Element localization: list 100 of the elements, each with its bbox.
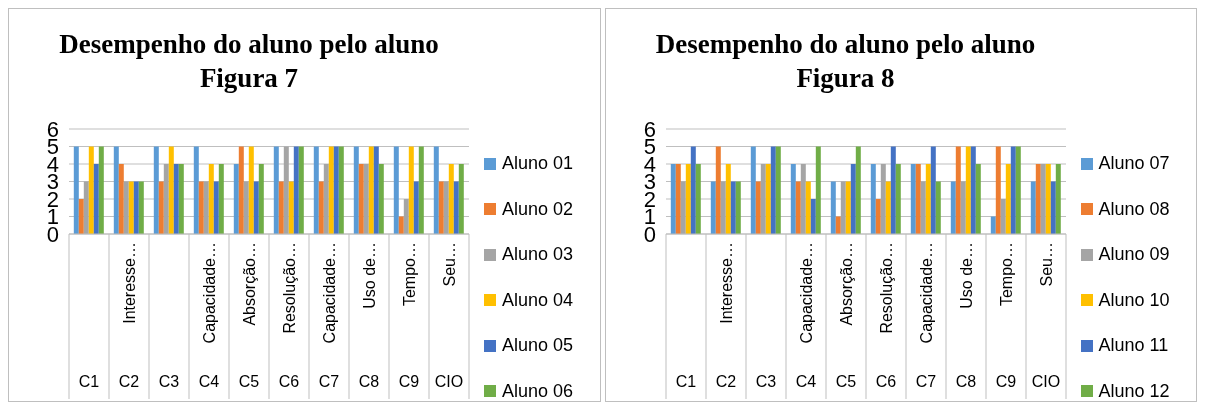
bar xyxy=(358,164,364,234)
legend-label: Aluno 04 xyxy=(501,288,574,312)
text: C4 xyxy=(795,373,816,391)
bar xyxy=(915,164,921,234)
bar xyxy=(173,164,179,234)
bar xyxy=(925,164,931,234)
bar xyxy=(288,181,294,234)
bar xyxy=(138,181,144,234)
bar xyxy=(83,181,89,234)
x-tick-label: Uso de… xyxy=(360,242,378,309)
bar xyxy=(1055,164,1061,234)
text: C1 xyxy=(78,373,100,391)
bar xyxy=(333,146,339,234)
bar xyxy=(725,164,731,234)
x-tick-label: Tempo… xyxy=(400,242,418,307)
bar xyxy=(920,181,926,234)
bar xyxy=(880,164,886,234)
bar xyxy=(870,164,876,234)
bar xyxy=(1015,146,1021,234)
x-tick-label: Interesse… xyxy=(120,242,138,324)
bar xyxy=(453,181,459,234)
bar xyxy=(73,146,79,234)
bar xyxy=(720,181,726,234)
text: C3 xyxy=(158,373,180,391)
text: C8 xyxy=(358,373,380,391)
bar xyxy=(328,146,334,234)
text: C3 xyxy=(755,373,776,391)
bar xyxy=(1035,164,1041,234)
bar xyxy=(1000,199,1006,234)
bar xyxy=(995,146,1001,234)
x-tick-label: Absorção… xyxy=(240,242,258,326)
bar xyxy=(448,164,454,234)
bar xyxy=(158,181,164,234)
x-tick-label: Interesse… xyxy=(717,242,734,324)
bar xyxy=(750,146,756,234)
bar xyxy=(168,146,174,234)
bar xyxy=(393,146,399,234)
bar xyxy=(715,146,721,234)
bar xyxy=(960,181,966,234)
bar xyxy=(363,164,369,234)
bar xyxy=(443,181,449,234)
bar xyxy=(680,181,686,234)
bar xyxy=(278,181,284,234)
bar xyxy=(213,181,219,234)
bar xyxy=(218,164,224,234)
bar xyxy=(675,164,681,234)
text: C1 xyxy=(675,373,696,391)
bar xyxy=(403,199,409,234)
legend-label: Aluno 10 xyxy=(1097,288,1170,312)
bar xyxy=(790,164,796,234)
bar xyxy=(765,164,771,234)
bar xyxy=(810,199,816,234)
chart-title: Desempenho do aluno pelo aluno Figura 8 xyxy=(654,28,1037,95)
text: C6 xyxy=(875,373,896,391)
bar xyxy=(78,199,84,234)
bar xyxy=(373,146,379,234)
bar xyxy=(458,164,464,234)
x-tick-label: Resolução… xyxy=(280,242,298,334)
bar xyxy=(885,181,891,234)
bar xyxy=(950,181,956,234)
bar xyxy=(830,181,836,234)
legend-label: Aluno 06 xyxy=(501,379,574,403)
bar xyxy=(313,146,319,234)
bar xyxy=(243,181,249,234)
bar xyxy=(755,181,761,234)
bar xyxy=(685,164,691,234)
bar xyxy=(805,181,811,234)
bar xyxy=(670,164,676,234)
legend-label: Aluno 09 xyxy=(1097,243,1170,267)
bar xyxy=(775,146,781,234)
bar xyxy=(203,181,209,234)
bar xyxy=(238,146,244,234)
bar xyxy=(710,181,716,234)
bar xyxy=(890,146,896,234)
text: C7 xyxy=(318,373,340,391)
bar xyxy=(850,164,856,234)
bar xyxy=(408,146,414,234)
bar xyxy=(695,164,701,234)
bar xyxy=(990,216,996,234)
bar xyxy=(253,181,259,234)
bar xyxy=(955,146,961,234)
bar xyxy=(293,146,299,234)
x-tick-label: Uso de… xyxy=(957,242,974,309)
legend-label: Aluno 02 xyxy=(501,197,574,221)
bar xyxy=(845,181,851,234)
bar xyxy=(1005,164,1011,234)
bar xyxy=(800,164,806,234)
bar xyxy=(93,164,99,234)
bar xyxy=(123,181,129,234)
text: C4 xyxy=(198,373,220,391)
bar xyxy=(970,146,976,234)
bar xyxy=(760,164,766,234)
bar xyxy=(283,146,289,234)
text: C9 xyxy=(995,373,1016,391)
text: C9 xyxy=(398,373,420,391)
bar xyxy=(118,164,124,234)
bar xyxy=(258,164,264,234)
x-tick-label: Seu… xyxy=(440,242,458,287)
bar xyxy=(413,181,419,234)
bar xyxy=(855,146,861,234)
